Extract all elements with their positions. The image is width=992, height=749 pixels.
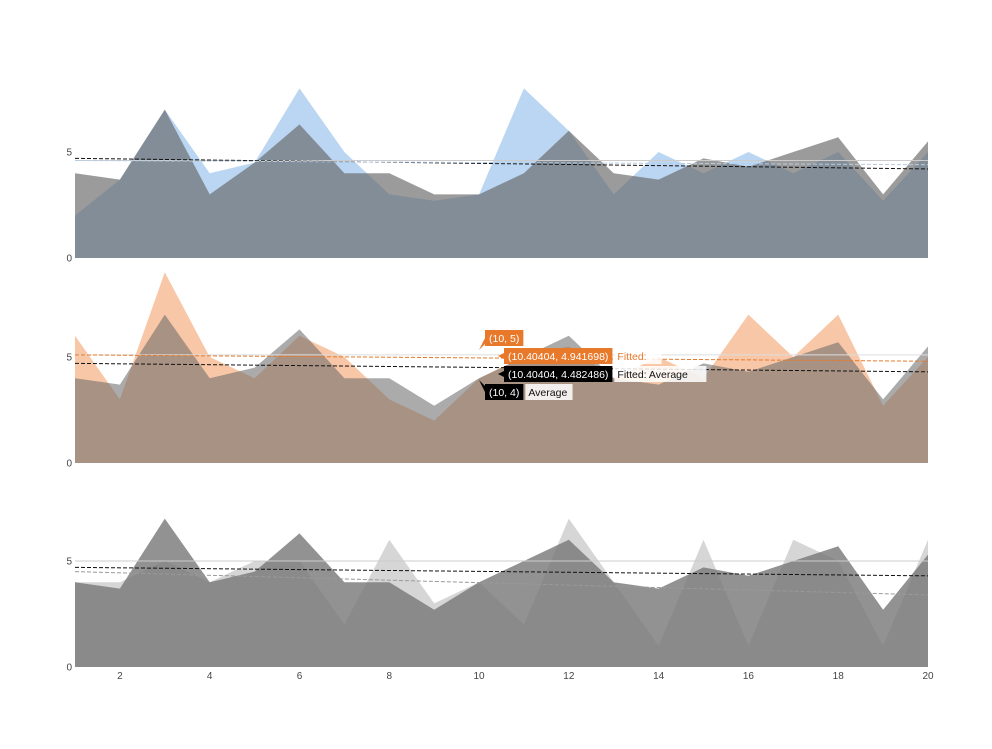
tooltip-pointer <box>498 352 506 360</box>
y-tick-label: 0 <box>66 663 72 674</box>
x-tick-label: 8 <box>386 671 392 682</box>
tooltip-name-bg <box>525 384 573 400</box>
tooltip-pointer <box>479 380 487 396</box>
panel-1: 05 <box>66 88 929 265</box>
tooltip-box <box>504 366 613 382</box>
tooltip-pointer <box>479 334 487 350</box>
panel-3: 0 5 2 4 6 8 10 12 14 16 18 20 <box>66 518 934 682</box>
fitted-line-3 <box>74 571 929 596</box>
x-tick-label: 2 <box>117 671 123 682</box>
tooltip-1: (10, 5) <box>479 330 524 350</box>
fitted-line-3 <box>74 159 929 166</box>
tooltip-box <box>485 384 524 400</box>
tooltip-name-bg <box>614 366 707 382</box>
fitted-line-2 <box>74 354 929 362</box>
tooltip-series-name: Fitted: <box>617 351 646 363</box>
x-tick-label: 16 <box>743 671 755 682</box>
fitted-line-2 <box>74 157 929 170</box>
area-series-2 <box>75 109 928 258</box>
x-tick-label: 20 <box>922 671 934 682</box>
tooltip-box <box>504 348 613 364</box>
x-tick-label: 18 <box>833 671 845 682</box>
tooltip-value: (10.40404, 4.482486) <box>508 369 608 381</box>
y-tick-label: 5 <box>66 353 72 364</box>
tooltip-box <box>485 330 524 346</box>
tooltip-value: (10.40404, 4.941698) <box>508 351 608 363</box>
y-tick-label: 5 <box>66 557 72 568</box>
x-tick-label: 10 <box>473 671 485 682</box>
x-tick-label: 12 <box>563 671 575 682</box>
tooltip-name-bg <box>614 348 662 364</box>
x-tick-label: 4 <box>207 671 213 682</box>
panel-2: 05(10, 5)(10.40404, 4.941698) Fitted:(10.… <box>66 272 929 470</box>
fitted-line-3 <box>74 362 929 373</box>
tooltip-series-name: Fitted: Average <box>617 369 688 381</box>
y-tick-label: 0 <box>66 254 72 265</box>
x-tick-label: 14 <box>653 671 665 682</box>
area-series-2 <box>75 518 928 667</box>
tooltip-2: (10.40404, 4.941698) Fitted: <box>498 348 662 364</box>
tooltip-series-name: Average <box>528 387 567 399</box>
tooltip-value: (10, 5) <box>489 333 519 345</box>
tooltip-3: (10.40404, 4.482486) Fitted: Average <box>498 366 707 382</box>
y-tick-label: 0 <box>66 459 72 470</box>
tooltip-4: (10, 4) Average <box>479 380 573 400</box>
tooltip-pointer <box>498 370 506 378</box>
x-tick-label: 6 <box>297 671 303 682</box>
y-tick-label: 5 <box>66 148 72 159</box>
tooltip-value: (10, 4) <box>489 387 519 399</box>
fitted-line-2 <box>74 566 929 577</box>
